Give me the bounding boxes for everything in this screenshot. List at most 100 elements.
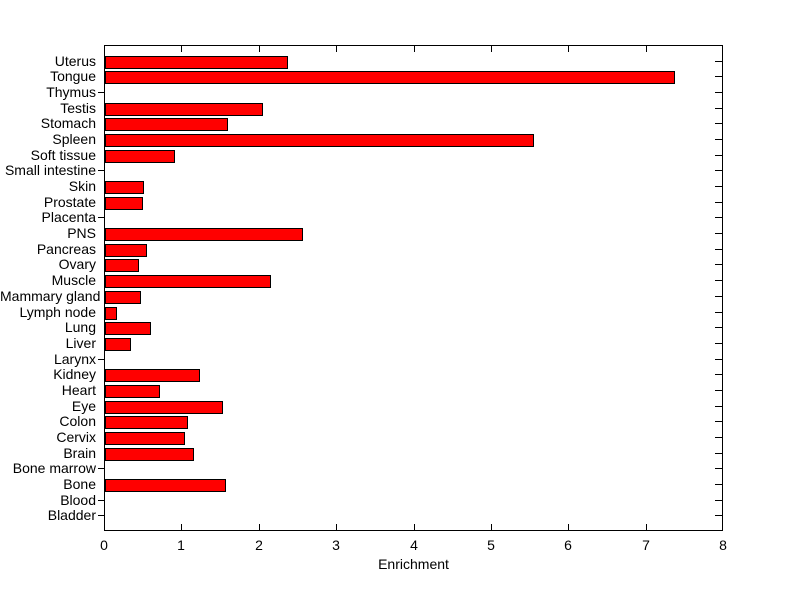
y-tick-label-lung: Lung <box>64 319 96 335</box>
bar-skin <box>105 181 144 194</box>
x-axis-top-tick <box>336 46 337 52</box>
x-tick-label-3: 3 <box>332 537 340 553</box>
y-tick-label-bone-marrow: Bone marrow <box>12 460 96 476</box>
y-axis-right-tick <box>715 406 722 407</box>
y-tick-label-prostate: Prostate <box>43 194 96 210</box>
y-axis-tick-placenta <box>98 217 105 218</box>
bar-muscle <box>105 275 271 288</box>
y-tick-label-ovary: Ovary <box>58 256 96 272</box>
y-tick-label-cervix: Cervix <box>56 429 96 445</box>
y-axis-right-tick <box>715 374 722 375</box>
y-tick-label-skin: Skin <box>68 178 96 194</box>
bar-prostate <box>105 197 143 210</box>
y-axis-tick-thymus <box>98 92 105 93</box>
y-axis-right-tick <box>715 139 722 140</box>
bar-uterus <box>105 56 288 69</box>
y-tick-label-tongue: Tongue <box>50 68 96 84</box>
bar-cervix <box>105 432 185 445</box>
x-axis-top-tick <box>414 46 415 52</box>
y-axis-right-tick <box>715 390 722 391</box>
bar-brain <box>105 448 194 461</box>
bar-lung <box>105 322 151 335</box>
x-axis-bottom-tick <box>181 524 182 530</box>
y-axis-right-tick <box>715 453 722 454</box>
y-tick-label-pancreas: Pancreas <box>36 241 96 257</box>
x-axis-top-tick <box>646 46 647 52</box>
y-axis-right-tick <box>715 76 722 77</box>
y-axis-right-tick <box>715 280 722 281</box>
x-tick-label-1: 1 <box>177 537 185 553</box>
x-axis-title: Enrichment <box>378 556 449 572</box>
x-tick-label-4: 4 <box>410 537 418 553</box>
x-axis-top-tick <box>568 46 569 52</box>
y-axis-right-tick <box>715 421 722 422</box>
y-axis-right-tick <box>715 217 722 218</box>
y-axis-right-tick <box>715 123 722 124</box>
y-axis-right-tick <box>715 202 722 203</box>
bar-mammary-gland <box>105 291 141 304</box>
x-axis-top-tick <box>491 46 492 52</box>
x-tick-label-8: 8 <box>719 537 727 553</box>
bar-tongue <box>105 71 675 84</box>
bar-heart <box>105 385 160 398</box>
x-axis-bottom-tick <box>414 524 415 530</box>
y-axis-right-tick <box>715 264 722 265</box>
y-tick-label-colon: Colon <box>59 413 96 429</box>
y-axis-right-tick <box>715 233 722 234</box>
y-tick-label-placenta: Placenta <box>41 209 96 225</box>
x-axis-top-tick <box>181 46 182 52</box>
y-axis-right-tick <box>715 296 722 297</box>
x-tick-label-7: 7 <box>642 537 650 553</box>
y-axis-right-tick <box>715 437 722 438</box>
x-tick-label-0: 0 <box>100 537 108 553</box>
bar-testis <box>105 103 263 116</box>
bar-eye <box>105 401 223 414</box>
y-tick-label-soft-tissue: Soft tissue <box>30 147 96 163</box>
y-axis-right-tick <box>715 170 722 171</box>
bar-liver <box>105 338 131 351</box>
bar-soft-tissue <box>105 150 175 163</box>
y-tick-label-heart: Heart <box>61 382 96 398</box>
x-tick-label-2: 2 <box>255 537 263 553</box>
y-axis-right-tick <box>715 155 722 156</box>
y-tick-label-bladder: Bladder <box>47 507 96 523</box>
y-tick-label-eye: Eye <box>71 398 96 414</box>
bar-kidney <box>105 369 200 382</box>
y-axis-right-tick <box>715 327 722 328</box>
y-axis-right-tick <box>715 468 722 469</box>
y-axis-right-tick <box>715 61 722 62</box>
bar-pancreas <box>105 244 147 257</box>
y-axis-right-tick <box>715 484 722 485</box>
y-tick-label-muscle: Muscle <box>51 272 96 288</box>
y-tick-label-blood: Blood <box>60 492 96 508</box>
y-tick-label-lymph-node: Lymph node <box>19 304 96 320</box>
y-axis-right-tick <box>715 186 722 187</box>
y-tick-label-thymus: Thymus <box>46 84 96 100</box>
y-axis-tick-bone-marrow <box>98 468 105 469</box>
y-axis-right-tick <box>715 359 722 360</box>
y-tick-label-pns: PNS <box>67 225 96 241</box>
plot-area <box>98 45 723 531</box>
x-axis-top-tick <box>259 46 260 52</box>
x-tick-label-5: 5 <box>487 537 495 553</box>
y-tick-label-kidney: Kidney <box>53 366 96 382</box>
bar-colon <box>105 416 188 429</box>
bar-lymph-node <box>105 307 117 320</box>
y-axis-tick-blood <box>98 500 105 501</box>
x-axis-bottom-tick <box>491 524 492 530</box>
y-tick-label-small-intestine: Small intestine <box>4 162 96 178</box>
y-axis-right-tick <box>715 500 722 501</box>
bar-ovary <box>105 259 139 272</box>
y-axis-right-tick <box>715 515 722 516</box>
y-tick-label-testis: Testis <box>60 100 96 116</box>
y-tick-label-spleen: Spleen <box>52 131 96 147</box>
bar-bone <box>105 479 226 492</box>
y-tick-label-bone: Bone <box>63 476 96 492</box>
x-axis-bottom-tick <box>259 524 260 530</box>
y-axis-right-tick <box>715 343 722 344</box>
y-tick-label-brain: Brain <box>63 445 96 461</box>
y-axis-tick-bladder <box>98 515 105 516</box>
y-axis-tick-small-intestine <box>98 170 105 171</box>
x-axis-bottom-tick <box>646 524 647 530</box>
